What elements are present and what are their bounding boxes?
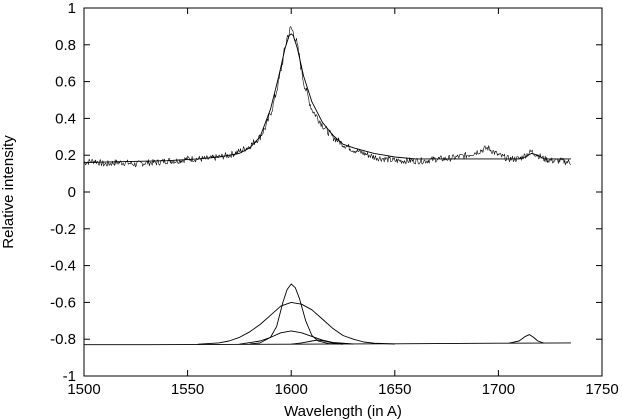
x-tick-label: 1750 bbox=[585, 381, 618, 398]
x-tick-label: 1650 bbox=[378, 381, 411, 398]
series-line-component-4 bbox=[249, 283, 344, 345]
x-axis-title: Wavelength (in A) bbox=[284, 403, 402, 420]
y-tick-label: 0.6 bbox=[55, 74, 76, 91]
y-tick-label: -0.6 bbox=[50, 294, 76, 311]
series-line-component-3 bbox=[197, 301, 395, 345]
y-tick-label: -0.2 bbox=[50, 221, 76, 238]
y-tick-label: -0.8 bbox=[50, 331, 76, 348]
y-tick-label: 0.8 bbox=[55, 37, 76, 54]
x-axis-ticks: 1500 1550 1600 1650 1700 1750 bbox=[67, 8, 619, 398]
y-axis-title: Relative intensity bbox=[0, 135, 17, 249]
series-line-noisy-0 bbox=[83, 26, 571, 168]
x-tick-label: 1500 bbox=[67, 381, 100, 398]
y-tick-label: 0.4 bbox=[55, 110, 76, 127]
x-tick-label: 1550 bbox=[171, 381, 204, 398]
y-tick-label: 1 bbox=[68, 0, 76, 17]
x-tick-label: 1700 bbox=[482, 381, 515, 398]
y-tick-label: -0.4 bbox=[50, 258, 76, 275]
series-line-component-6 bbox=[291, 339, 344, 345]
y-tick-label: 0.2 bbox=[55, 147, 76, 164]
series-line-component-7 bbox=[508, 334, 545, 344]
series-group bbox=[83, 26, 571, 346]
plot-frame bbox=[83, 7, 603, 377]
x-tick-label: 1600 bbox=[275, 381, 308, 398]
y-tick-label: 0 bbox=[68, 184, 76, 201]
series-line-fit-1 bbox=[83, 33, 571, 164]
y-tick-label: -1 bbox=[63, 368, 76, 385]
series-line-component-5 bbox=[239, 330, 354, 345]
y-axis-ticks: -1 -0.8 -0.6 -0.4 -0.2 0 0.2 0.4 0.6 0.8 1 bbox=[50, 0, 602, 385]
